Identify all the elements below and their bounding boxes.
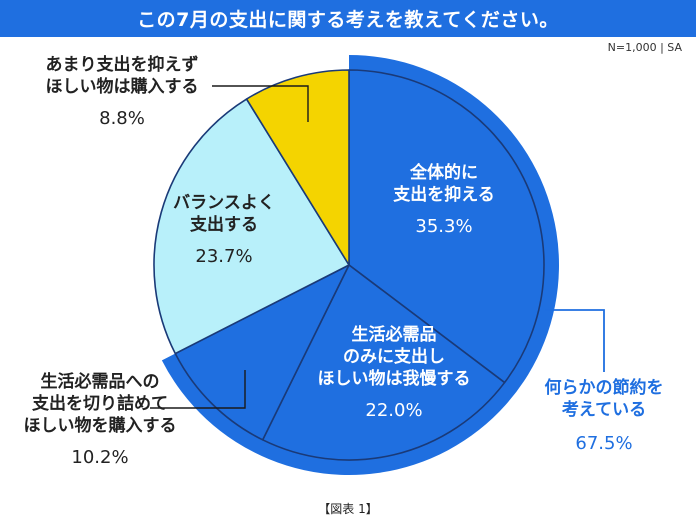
- group-label-line-1: 何らかの節約を: [545, 377, 664, 398]
- group-leader-line: [545, 309, 605, 372]
- figure-caption: 【図表 1】: [318, 502, 378, 516]
- slice-label-3-line-3: ほしい物を購入する: [24, 415, 177, 436]
- slice-value-5: 8.8%: [99, 108, 145, 129]
- pie-slice-3: [174, 264, 350, 441]
- slice-value-3: 10.2%: [71, 447, 128, 468]
- slice-layer: [153, 69, 545, 461]
- leader-line-3: [150, 370, 246, 409]
- slice-label-1-line-1: 全体的に: [409, 162, 478, 183]
- slice-value-1: 35.3%: [415, 216, 472, 237]
- slice-label-5-line-2: ほしい物は購入する: [46, 76, 199, 97]
- leader-line-5: [212, 85, 309, 122]
- slice-label-2-line-3: ほしい物は我慢する: [318, 368, 471, 389]
- chart-title: この7月の支出に関する考えを教えてください。: [0, 0, 696, 37]
- sample-note: N=1,000 | SA: [607, 41, 682, 54]
- slice-value-4: 23.7%: [195, 246, 252, 267]
- slice-label-3-line-1: 生活必需品への: [41, 371, 160, 392]
- leader-line-layer: [150, 85, 605, 409]
- pie-slice-2: [261, 264, 506, 461]
- slice-label-2-line-1: 生活必需品: [352, 324, 437, 345]
- slice-label-4-line-2: 支出する: [190, 214, 258, 235]
- pie-slice-5: [245, 69, 350, 266]
- slice-value-2: 22.0%: [365, 400, 422, 421]
- slice-label-1-line-2: 支出を抑える: [393, 184, 495, 205]
- group-label-line-2: 考えている: [561, 399, 646, 420]
- pie-slice-4: [153, 98, 350, 355]
- slice-label-5-line-1: あまり支出を抑えず: [46, 54, 199, 75]
- slice-label-2-line-2: のみに支出し: [343, 346, 445, 367]
- group-value: 67.5%: [575, 433, 632, 454]
- slice-label-3-line-2: 支出を切り詰めて: [32, 393, 168, 414]
- pie-slice-1: [348, 69, 545, 384]
- slice-label-4-line-1: バランスよく: [173, 193, 275, 213]
